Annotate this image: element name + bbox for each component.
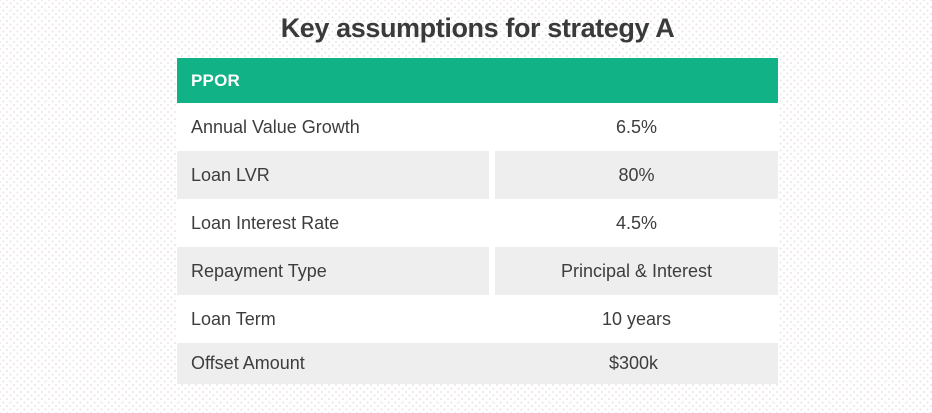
row-label: Loan Term: [191, 308, 276, 329]
row-label-cell: Loan Interest Rate: [177, 199, 489, 247]
row-value: Principal & Interest: [560, 260, 713, 281]
row-value-cell: $300k: [489, 343, 778, 384]
table-row-loan-term: Loan Term 10 years: [177, 295, 778, 343]
table-row-offset-amount: Offset Amount $300k: [177, 343, 778, 384]
row-value-cell: 6.5%: [495, 103, 778, 151]
table-row-repayment-type: Repayment Type Principal & Interest: [177, 247, 778, 295]
row-value: 80%: [618, 164, 655, 185]
row-value: 6.5%: [615, 116, 658, 137]
page-title: Key assumptions for strategy A: [280, 13, 675, 43]
table-row-annual-value-growth: Annual Value Growth 6.5%: [177, 103, 778, 151]
table-row-loan-interest-rate: Loan Interest Rate 4.5%: [177, 199, 778, 247]
row-label: Loan Interest Rate: [191, 212, 340, 233]
table-section-header: PPOR: [177, 58, 778, 103]
assumptions-table: PPOR Annual Value Growth 6.5% Loan LVR 8…: [177, 58, 778, 384]
row-value-cell: Principal & Interest: [495, 247, 778, 295]
section-header-label: PPOR: [191, 70, 240, 90]
row-value: 10 years: [601, 308, 672, 329]
row-label: Loan LVR: [191, 164, 270, 185]
row-value-cell: 10 years: [495, 295, 778, 343]
row-label-cell: Loan Term: [177, 295, 489, 343]
row-label: Offset Amount: [191, 353, 305, 373]
row-label-cell: Repayment Type: [177, 247, 489, 295]
row-value-cell: 4.5%: [495, 199, 778, 247]
row-value: 4.5%: [615, 212, 658, 233]
row-label-cell: Loan LVR: [177, 151, 489, 199]
row-label: Repayment Type: [191, 260, 327, 281]
row-value-cell: 80%: [495, 151, 778, 199]
row-label: Annual Value Growth: [191, 116, 360, 137]
row-value: $300k: [608, 353, 659, 373]
row-label-cell: Annual Value Growth: [177, 103, 489, 151]
row-label-cell: Offset Amount: [177, 343, 489, 384]
table-row-loan-lvr: Loan LVR 80%: [177, 151, 778, 199]
